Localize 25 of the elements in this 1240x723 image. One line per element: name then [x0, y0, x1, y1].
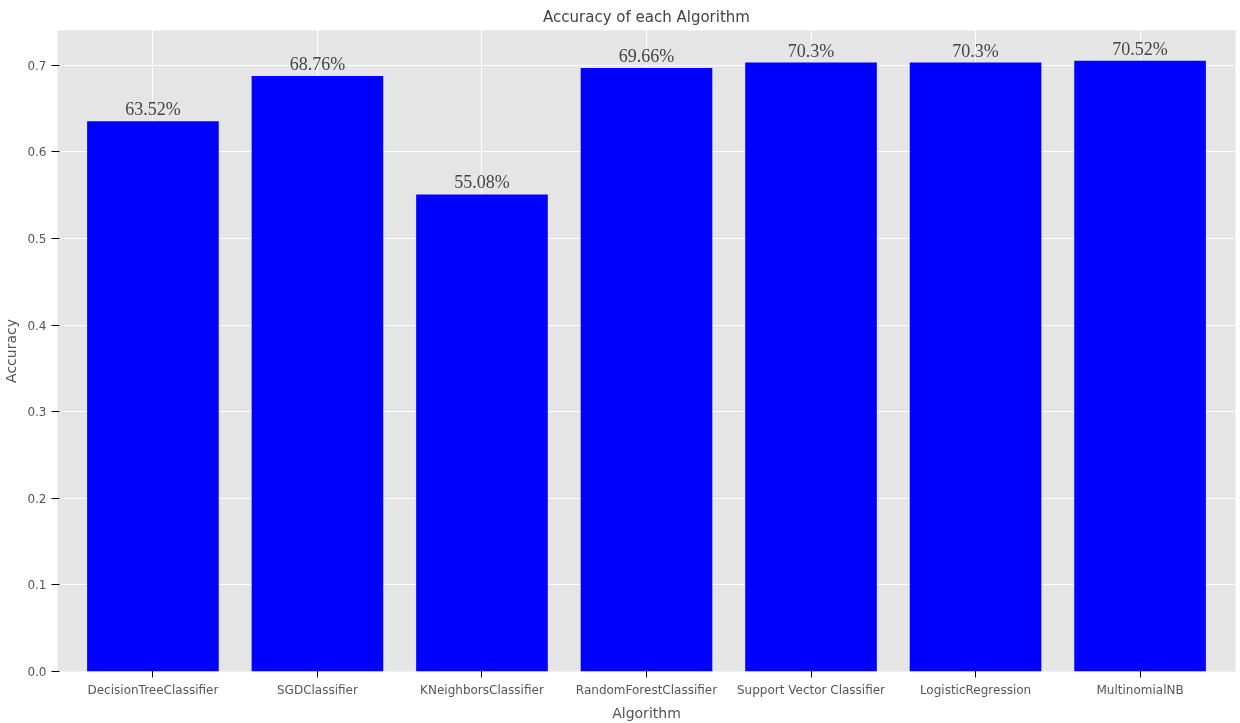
y-tick-label: 0.1 [27, 578, 47, 593]
data-label: 70.52% [1112, 38, 1168, 59]
y-tick-label: 0.6 [27, 145, 47, 160]
y-tick-label: 0.4 [27, 318, 47, 333]
x-tick-label: Support Vector Classifier [736, 682, 886, 697]
y-tick-label: 0.0 [27, 665, 47, 679]
y-tick-label: 0.5 [27, 231, 47, 246]
x-tick-label: MultinomialNB [1096, 682, 1184, 697]
y-tick-label: 0.7 [27, 58, 47, 73]
y-tick-label: 0.3 [27, 405, 47, 420]
data-label: 70.3% [952, 40, 999, 61]
data-label: 69.66% [618, 46, 675, 67]
x-tick-label: SGDClassifier [276, 682, 358, 697]
x-tick-label: RandomForestClassifier [575, 682, 718, 697]
y-tick-label: 0.2 [27, 491, 47, 506]
x-tick-label: DecisionTreeClassifier [87, 682, 219, 697]
data-label: 68.76% [289, 53, 346, 74]
data-label: 55.08% [454, 172, 510, 193]
data-label: 63.52% [125, 99, 181, 120]
y-axis-title: Accuracy [3, 319, 20, 383]
x-tick-label: KNeighborsClassifier [420, 682, 544, 697]
x-tick-label: LogisticRegression [919, 682, 1032, 697]
chart-title: Accuracy of each Algorithm [543, 7, 750, 26]
data-label: 70.3% [787, 40, 835, 61]
x-axis-title: Algorithm [612, 704, 681, 721]
